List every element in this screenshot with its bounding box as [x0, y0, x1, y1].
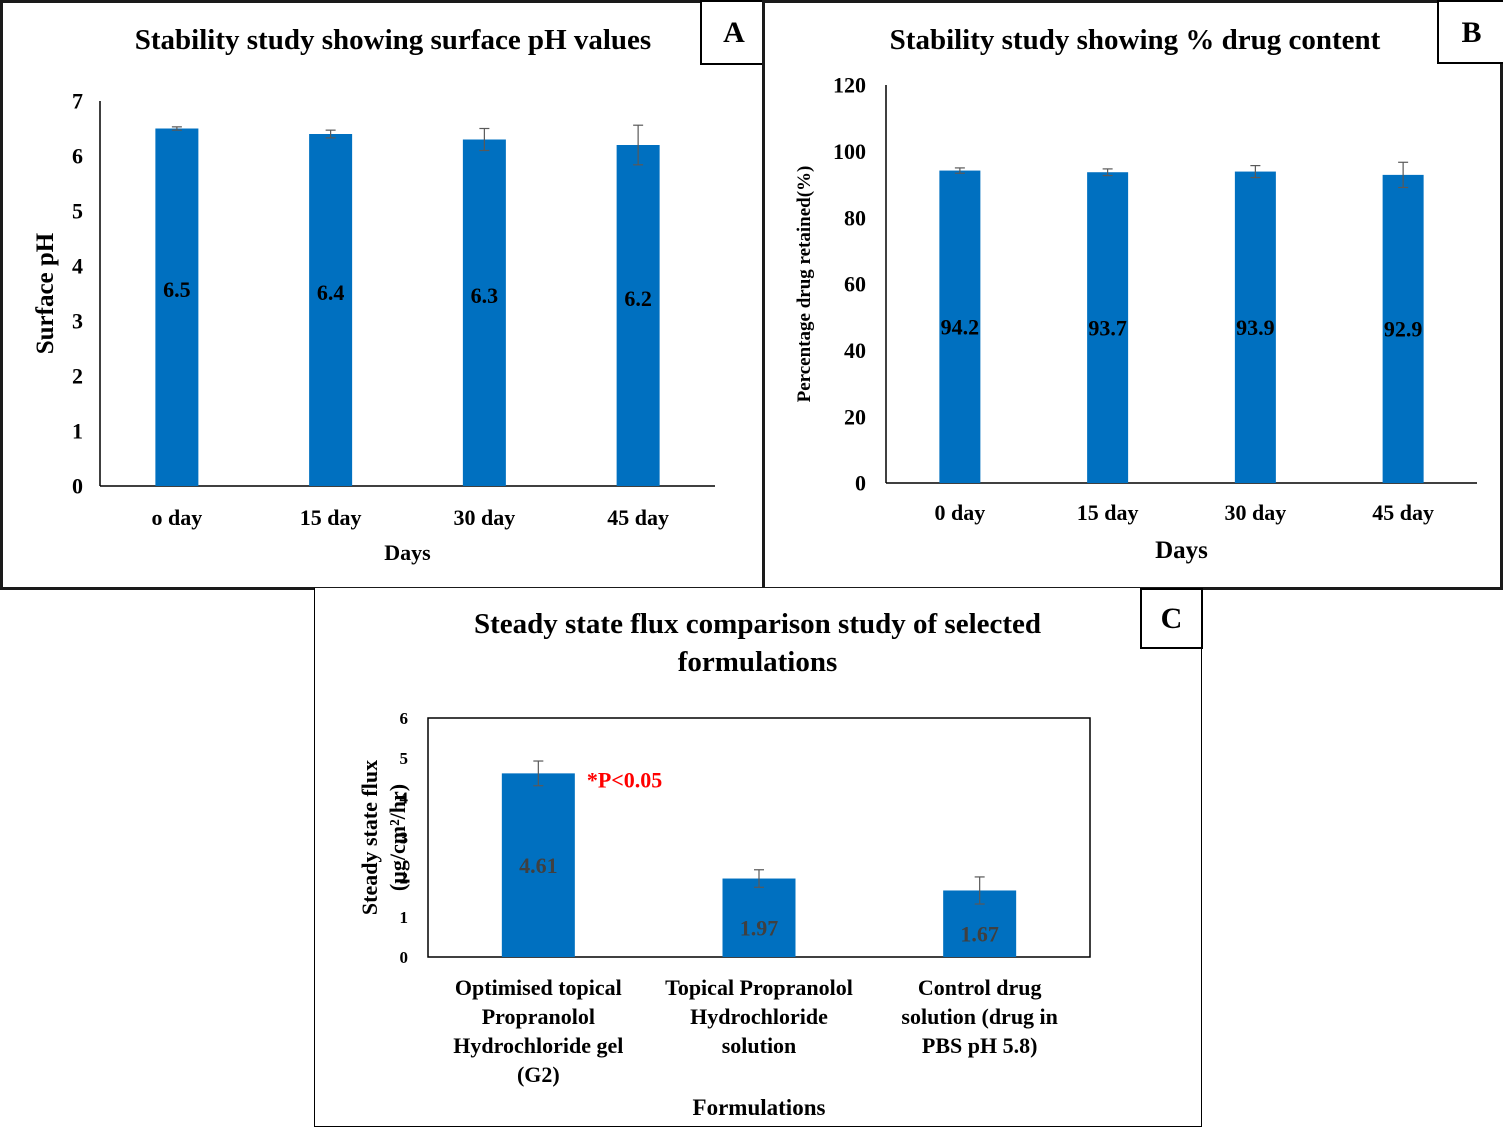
data-label: 1.97 — [740, 915, 779, 940]
y-tick-label: 7 — [72, 89, 83, 114]
data-label: 6.5 — [163, 277, 191, 302]
data-label: 6.4 — [317, 280, 345, 305]
significance-annotation: *P<0.05 — [587, 767, 662, 792]
bar — [616, 145, 660, 486]
x-category-label: solution (drug in — [901, 1004, 1058, 1029]
y-tick-label: 1 — [72, 419, 83, 444]
y-tick-label: 2 — [72, 364, 83, 389]
data-label: 92.9 — [1384, 317, 1423, 342]
panel-letter: A — [700, 0, 768, 65]
x-category-label: Control drug — [918, 975, 1042, 1000]
x-category-label: 45 day — [607, 505, 669, 530]
y-tick-label: 4 — [400, 789, 409, 808]
x-category-label: (G2) — [517, 1062, 560, 1087]
y-tick-label: 120 — [833, 73, 866, 98]
x-axis-label: Days — [384, 540, 431, 565]
data-label: 93.9 — [1236, 315, 1275, 340]
x-category-label: Hydrochloride gel — [453, 1033, 623, 1058]
chart-title-line-1: Steady state flux comparison study of se… — [473, 608, 1042, 640]
x-category-label: Hydrochloride — [690, 1004, 828, 1029]
y-axis-label: Percentage drug retained(%) — [794, 166, 815, 403]
panel-a: Stability study showing surface pH value… — [0, 0, 768, 590]
chart-c-plot: 0 1 2 3 4 5 6 4.61 Optimised topical Propranolol H… — [357, 709, 1091, 1120]
data-label: 1.67 — [960, 921, 999, 946]
bar — [1382, 174, 1424, 484]
x-category-label: Topical Propranolol — [665, 975, 853, 1000]
bar — [309, 134, 353, 486]
data-label: 93.7 — [1088, 315, 1127, 340]
x-category-label: 45 day — [1372, 500, 1434, 525]
x-axis-label: Days — [1155, 537, 1208, 564]
data-label: 6.3 — [471, 283, 499, 308]
x-axis-label: Formulations — [693, 1095, 826, 1120]
data-label: 94.2 — [941, 314, 980, 339]
y-tick-label: 40 — [844, 338, 866, 363]
y-axis-label: Surface pH — [32, 232, 59, 354]
y-tick-label: 4 — [72, 254, 83, 279]
chart-a-plot: 0 1 2 3 4 5 6 7 6.5 o day 6.4 15 day 6.3 30 day 6.2 45 … — [32, 89, 715, 565]
y-tick-label: 100 — [833, 139, 866, 164]
panel-c: Steady state flux comparison study of se… — [314, 588, 1203, 1127]
bar — [462, 139, 506, 486]
bar — [155, 128, 199, 486]
bar — [1087, 172, 1129, 483]
panel-b: Stability study showing % drug content B… — [762, 0, 1503, 590]
data-label: 6.2 — [624, 286, 652, 311]
bar — [939, 170, 981, 483]
y-tick-label: 20 — [844, 404, 866, 429]
x-category-label: 15 day — [1077, 500, 1139, 525]
bar — [722, 878, 796, 957]
bar — [501, 773, 575, 957]
y-axis-label-line: Steady state flux — [357, 760, 382, 915]
chart-b-plot: 0 20 40 60 80 100 120 94.2 0 day 93.7 15 day 93.9 30… — [794, 73, 1477, 564]
x-category-label: 0 day — [935, 500, 986, 525]
x-category-label: Propranolol — [482, 1004, 595, 1029]
x-category-label: 30 day — [454, 505, 516, 530]
y-axis-label-line: (µg/cm²/hr) — [385, 784, 410, 891]
panel-letter: C — [1140, 588, 1203, 649]
bar — [1234, 171, 1276, 483]
x-category-label: Optimised topical — [455, 975, 622, 1000]
y-tick-label: 80 — [844, 205, 866, 230]
y-tick-label: 60 — [844, 272, 866, 297]
chart-title: Stability study showing % drug content — [889, 24, 1381, 56]
x-category-label: o day — [152, 505, 203, 530]
chart-title: Stability study showing surface pH value… — [134, 24, 652, 56]
chart-title-line-2: formulations — [677, 646, 838, 678]
y-tick-label: 3 — [72, 309, 83, 334]
panel-letter: B — [1437, 0, 1503, 64]
y-tick-label: 2 — [400, 868, 409, 887]
y-tick-label: 0 — [855, 471, 866, 496]
x-category-label: 30 day — [1225, 500, 1287, 525]
y-tick-label: 5 — [400, 749, 409, 768]
y-tick-label: 6 — [400, 709, 409, 728]
x-category-label: PBS pH 5.8) — [922, 1033, 1038, 1058]
data-label: 4.61 — [519, 853, 558, 878]
x-category-label: solution — [722, 1033, 797, 1058]
y-tick-label: 1 — [400, 908, 409, 927]
y-tick-label: 5 — [72, 199, 83, 224]
y-tick-label: 3 — [400, 828, 409, 847]
y-tick-label: 0 — [72, 474, 83, 499]
x-category-label: 15 day — [300, 505, 362, 530]
y-tick-label: 0 — [400, 948, 409, 967]
y-tick-label: 6 — [72, 144, 83, 169]
